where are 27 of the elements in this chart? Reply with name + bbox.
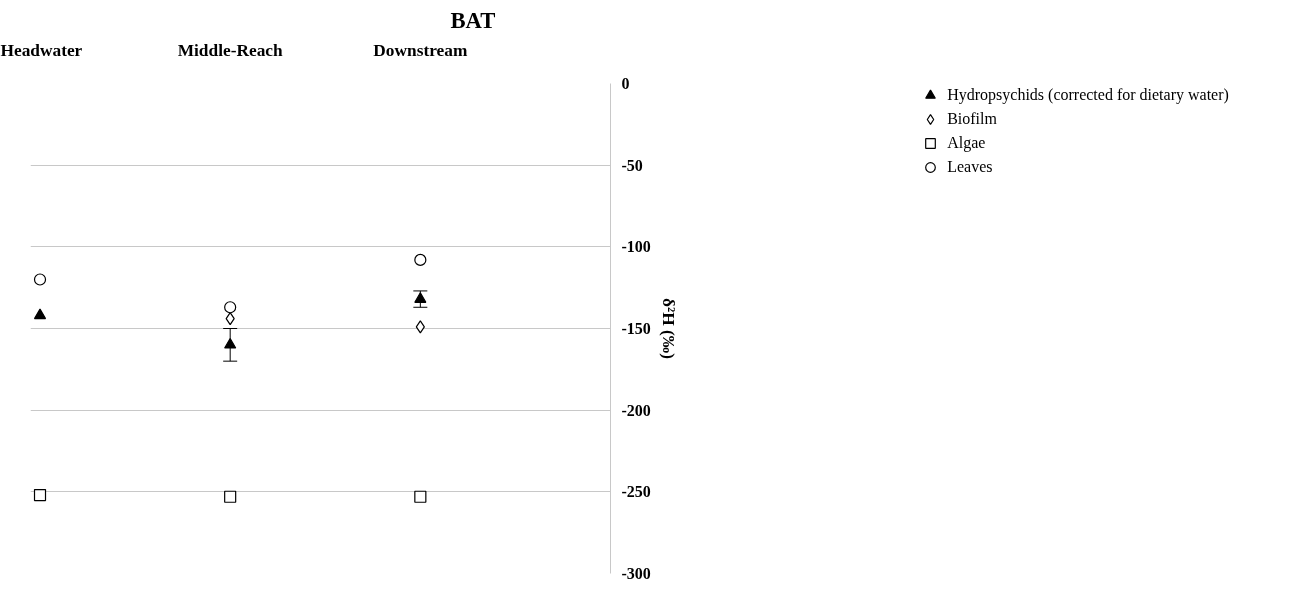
point (225, 312, 235, 326)
point (33, 308, 47, 320)
x-tick-label: Middle-Reach (177, 40, 283, 60)
legend-label: Leaves (947, 158, 993, 176)
y-tick-label: -300 (621, 565, 651, 582)
y-axis-title: δ²H (‰) (658, 298, 678, 360)
legend-label: Biofilm (947, 110, 997, 128)
point (224, 490, 237, 503)
point (33, 273, 47, 286)
point (414, 490, 427, 503)
point (414, 253, 427, 266)
chart-title: BAT (450, 7, 496, 33)
point (33, 489, 47, 502)
point (414, 292, 427, 303)
legend-label: Hydropsychids (corrected for dietary water) (947, 86, 1229, 104)
legend-label: Algae (947, 134, 986, 152)
x-tick-label: Downstream (373, 40, 468, 60)
y-tick-label: -100 (621, 238, 651, 256)
y-tick-label: 0 (621, 75, 630, 92)
y-tick-label: -200 (621, 401, 651, 419)
point (224, 337, 237, 349)
y-tick-label: -250 (621, 483, 651, 501)
y-tick-label: -50 (621, 156, 643, 174)
x-tick-label: Headwater (0, 40, 83, 60)
y-tick-label: -150 (621, 320, 651, 337)
point (415, 320, 425, 334)
point (224, 301, 237, 314)
